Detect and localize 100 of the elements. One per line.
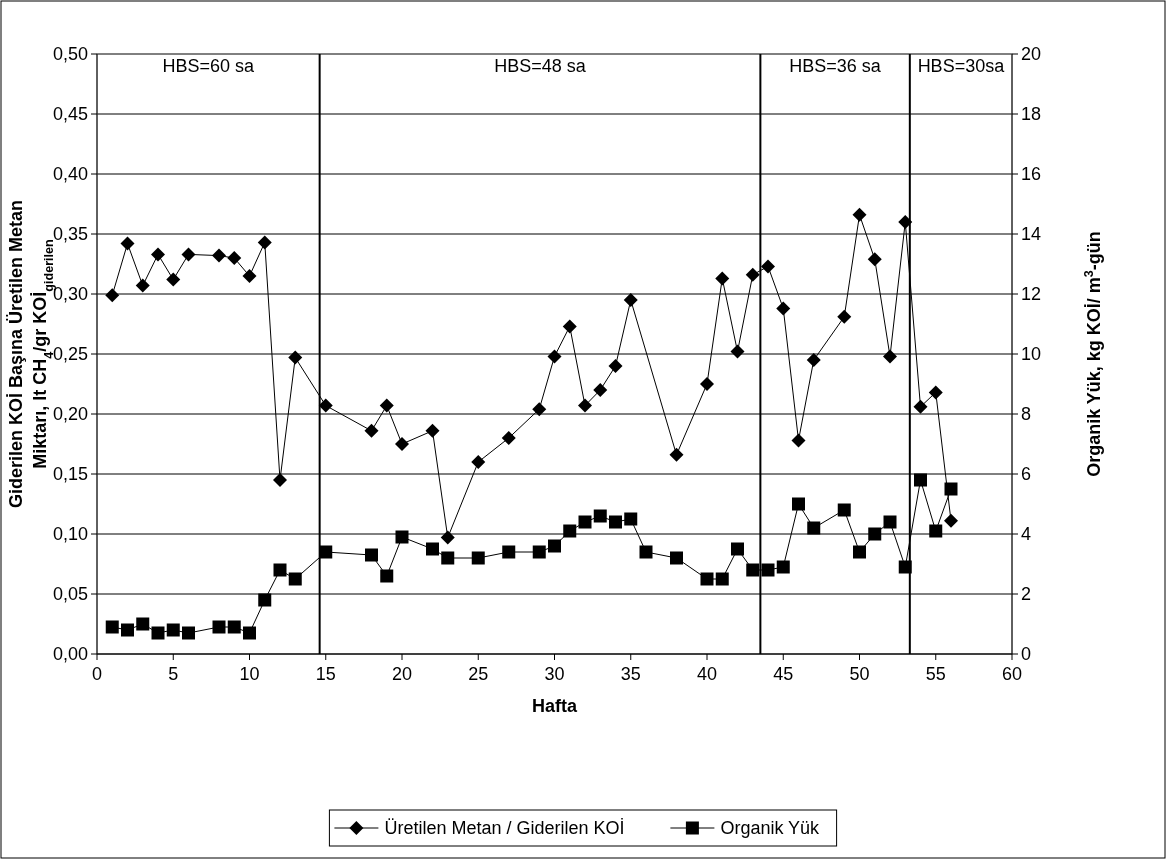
point bbox=[746, 563, 760, 577]
point bbox=[898, 560, 912, 574]
point bbox=[273, 473, 287, 487]
point bbox=[867, 252, 882, 267]
annotation: HBS=36 sa bbox=[789, 56, 882, 76]
y-tick-label: 0,45 bbox=[52, 104, 88, 124]
y-tick-label: 0,20 bbox=[52, 404, 88, 424]
x-tick-label: 40 bbox=[696, 664, 718, 684]
point bbox=[151, 626, 165, 640]
point bbox=[182, 626, 195, 640]
point bbox=[624, 512, 638, 526]
point bbox=[715, 271, 730, 286]
point bbox=[670, 551, 683, 565]
point bbox=[212, 620, 226, 634]
point bbox=[914, 473, 927, 487]
point bbox=[135, 278, 150, 293]
point bbox=[868, 527, 882, 541]
y2-tick-label: 4 bbox=[1021, 524, 1032, 544]
annotation: HBS=30sa bbox=[917, 56, 1006, 76]
point bbox=[166, 272, 181, 287]
point bbox=[852, 207, 867, 222]
point bbox=[120, 236, 135, 251]
annotation: HBS=48 sa bbox=[494, 56, 587, 76]
y-tick-label: 0,40 bbox=[52, 164, 88, 184]
y-tick-label: 0,05 bbox=[52, 584, 88, 604]
point bbox=[532, 545, 546, 559]
point bbox=[288, 350, 303, 365]
point bbox=[212, 248, 226, 263]
point bbox=[944, 482, 958, 496]
point bbox=[288, 572, 302, 586]
y2-tick-label: 12 bbox=[1021, 284, 1042, 304]
point bbox=[578, 398, 592, 413]
point bbox=[471, 455, 486, 469]
y2-tick-label: 0 bbox=[1021, 644, 1032, 664]
point bbox=[502, 545, 516, 559]
x-tick-label: 60 bbox=[1001, 664, 1023, 684]
point bbox=[898, 215, 913, 229]
point bbox=[441, 551, 455, 565]
point bbox=[700, 572, 714, 586]
point bbox=[806, 353, 821, 367]
point bbox=[792, 497, 805, 511]
point bbox=[608, 359, 623, 373]
y2-tick-label: 18 bbox=[1021, 104, 1042, 124]
point bbox=[380, 569, 394, 583]
point bbox=[593, 509, 607, 523]
point bbox=[426, 542, 439, 556]
point bbox=[715, 572, 729, 586]
point bbox=[913, 399, 928, 414]
point bbox=[791, 433, 806, 448]
point bbox=[883, 349, 897, 364]
point bbox=[318, 398, 333, 413]
point bbox=[639, 545, 653, 559]
point bbox=[136, 617, 150, 631]
point bbox=[548, 539, 561, 553]
point bbox=[731, 542, 744, 556]
y2-tick-label: 2 bbox=[1021, 584, 1032, 604]
point bbox=[700, 377, 714, 391]
point bbox=[365, 548, 378, 562]
y-tick-label: 0,50 bbox=[52, 44, 88, 64]
point bbox=[669, 447, 684, 462]
y2-tick-label: 14 bbox=[1021, 224, 1042, 244]
x-tick-label: 45 bbox=[773, 664, 794, 684]
point bbox=[776, 301, 791, 316]
y2-tick-label: 6 bbox=[1021, 464, 1032, 484]
y2-tick-label: 8 bbox=[1021, 404, 1032, 424]
point bbox=[471, 551, 485, 565]
point bbox=[440, 530, 455, 545]
point bbox=[853, 545, 866, 559]
x-tick-label: 20 bbox=[391, 664, 413, 684]
point bbox=[807, 521, 821, 535]
point bbox=[105, 288, 120, 303]
legend-label: Üretilen Metan / Giderilen KOİ bbox=[384, 818, 625, 838]
annotation: HBS=60 sa bbox=[162, 56, 256, 76]
x-tick-label: 15 bbox=[315, 664, 336, 684]
point bbox=[257, 235, 272, 250]
point bbox=[273, 563, 287, 577]
y2-tick-label: 20 bbox=[1021, 44, 1042, 64]
point bbox=[227, 620, 241, 634]
x-tick-label: 30 bbox=[544, 664, 565, 684]
point bbox=[105, 620, 119, 634]
point bbox=[761, 259, 775, 274]
point bbox=[609, 515, 622, 529]
point bbox=[883, 515, 897, 529]
point bbox=[227, 251, 242, 265]
point bbox=[181, 247, 196, 262]
point bbox=[166, 623, 180, 637]
legend-label: Organik Yük bbox=[720, 818, 821, 838]
point bbox=[395, 437, 409, 451]
point bbox=[623, 293, 638, 307]
y2-tick-label: 10 bbox=[1021, 344, 1042, 364]
x-tick-label: 25 bbox=[468, 664, 489, 684]
y-tick-label: 0,10 bbox=[52, 524, 88, 544]
point bbox=[837, 503, 851, 517]
point bbox=[944, 513, 958, 528]
point bbox=[562, 319, 577, 334]
y-tick-label: 0,00 bbox=[52, 644, 88, 664]
point bbox=[258, 593, 272, 607]
point bbox=[578, 515, 592, 529]
point bbox=[319, 545, 333, 559]
point bbox=[532, 402, 547, 417]
